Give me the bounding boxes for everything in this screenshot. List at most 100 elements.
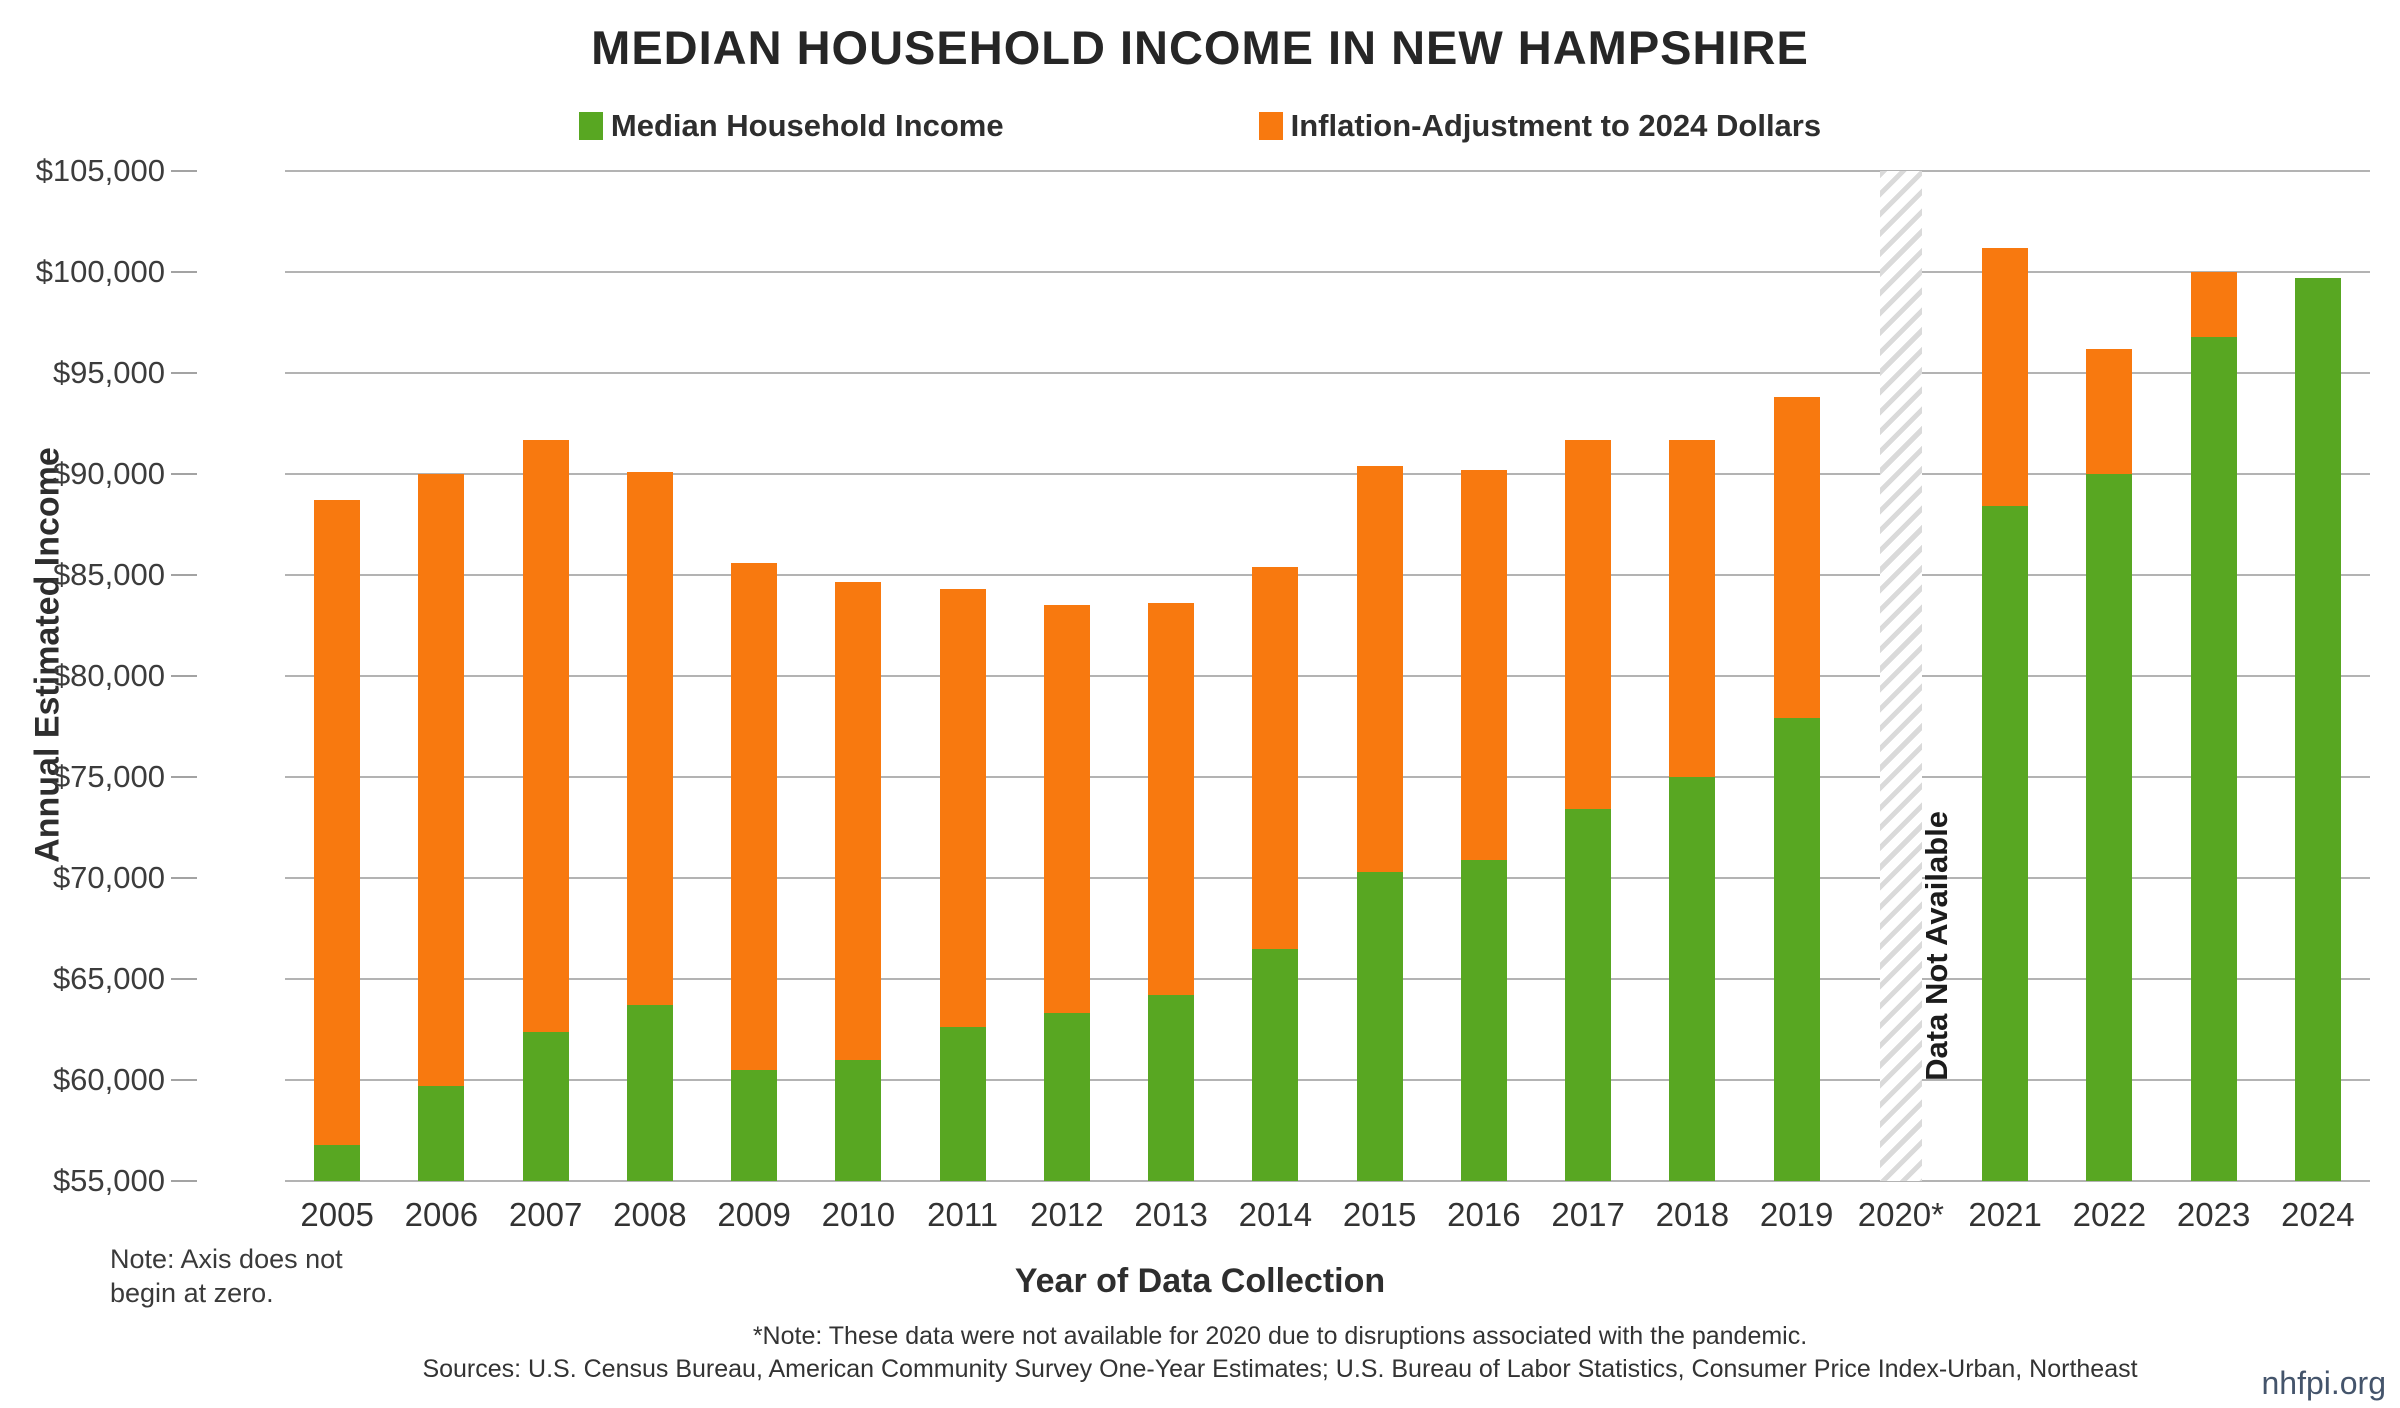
y-tick-mark	[171, 675, 197, 677]
y-tick-mark	[171, 1079, 197, 1081]
x-tick-label-2010: 2010	[821, 1196, 896, 1233]
y-tick-mark	[171, 877, 197, 879]
y-tick-mark	[171, 170, 197, 172]
y-axis: $105,000 $100,000 $95,000 $90,000 $85,000 $80…	[0, 153, 285, 1198]
gridline	[285, 675, 2370, 677]
x-tick-label-2009: 2009	[717, 1196, 791, 1233]
gridline	[285, 574, 2370, 576]
bar-inflation-adjustment-2021	[1982, 247, 2029, 507]
bar-inflation-adjustment-2009	[731, 562, 778, 1070]
pandemic-footnote: *Note: These data were not available for…	[752, 1322, 1808, 1350]
y-tick-mark	[171, 372, 197, 374]
axis-note-line2: begin at zero.	[110, 1277, 274, 1308]
x-tick-label-2024: 2024	[2281, 1196, 2355, 1233]
data-not-available-band: Data Not Available	[1879, 171, 1954, 1181]
bar-inflation-adjustment-2013	[1148, 603, 1195, 996]
brand-link[interactable]: nhfpi.org	[2261, 1365, 2386, 1401]
plot-area: Data Not Available	[285, 170, 2370, 1182]
bar-median-income-2006	[418, 1086, 465, 1181]
bar-inflation-adjustment-2015	[1356, 465, 1403, 872]
legend-item-median-income: Median Household Income	[578, 108, 1004, 144]
bar-median-income-2005	[314, 1144, 361, 1181]
x-tick-label-2011: 2011	[927, 1196, 999, 1233]
y-tick-mark	[171, 1180, 197, 1182]
data-not-available-label: Data Not Available	[1918, 810, 1954, 1081]
footnotes: *Note: These data were not available for…	[160, 1320, 2400, 1385]
y-tick-mark	[171, 978, 197, 980]
bar-inflation-adjustment-2016	[1460, 469, 1507, 860]
bar-inflation-adjustment-2005	[314, 500, 361, 1145]
x-tick-label-2014: 2014	[1238, 1196, 1313, 1233]
x-tick-label-2018: 2018	[1655, 1196, 1730, 1233]
bar-median-income-2010	[835, 1059, 882, 1181]
x-tick-label-2023: 2023	[2176, 1196, 2251, 1233]
bar-median-income-2016	[1460, 859, 1507, 1181]
x-tick-label-2016: 2016	[1447, 1196, 1521, 1233]
x-tick-label-2012: 2012	[1030, 1196, 1104, 1233]
bar-median-income-2011	[939, 1027, 986, 1181]
y-tick-mark	[171, 271, 197, 273]
axis-note-line1: Note: Axis does not	[110, 1244, 343, 1274]
x-tick-label-2013: 2013	[1134, 1196, 1208, 1233]
x-tick-label-2005: 2005	[300, 1196, 374, 1233]
bar-median-income-2015	[1356, 871, 1403, 1181]
x-tick-label-2015: 2015	[1342, 1196, 1417, 1233]
y-tick-mark	[171, 473, 197, 475]
y-tick-mark	[171, 574, 197, 576]
bar-inflation-adjustment-2017	[1565, 439, 1612, 810]
bar-inflation-adjustment-2007	[522, 439, 569, 1032]
bar-inflation-adjustment-2010	[835, 582, 882, 1060]
legend-swatch-green-icon	[578, 112, 603, 140]
y-tick-label: $85,000	[52, 557, 165, 592]
gridline	[285, 473, 2370, 475]
gridline	[285, 271, 2370, 273]
bar-inflation-adjustment-2008	[626, 471, 673, 1006]
bar-median-income-2017	[1565, 809, 1612, 1181]
gridline	[285, 877, 2370, 879]
x-tick-label-2007: 2007	[508, 1196, 583, 1233]
bar-median-income-2014	[1252, 948, 1299, 1181]
y-tick-label: $105,000	[35, 153, 165, 188]
y-tick-label: $65,000	[52, 961, 165, 996]
y-tick-label: $70,000	[52, 860, 165, 895]
bar-inflation-adjustment-2011	[939, 589, 986, 1028]
legend-swatch-orange-icon	[1258, 112, 1283, 140]
bar-median-income-2007	[522, 1031, 569, 1181]
legend-item-inflation-adjustment: Inflation-Adjustment to 2024 Dollars	[1258, 108, 1822, 144]
gridline	[285, 1079, 2370, 1081]
x-tick-label-2020*: 2020*	[1857, 1196, 1945, 1233]
bar-inflation-adjustment-2014	[1252, 566, 1299, 949]
bar-inflation-adjustment-2018	[1669, 439, 1716, 777]
gridline	[285, 1180, 2370, 1182]
legend-label-median-income: Median Household Income	[610, 108, 1004, 143]
bar-inflation-adjustment-2019	[1773, 397, 1820, 719]
gridline	[285, 776, 2370, 778]
legend-label-inflation-adjustment: Inflation-Adjustment to 2024 Dollars	[1290, 108, 1822, 143]
y-tick-label: $75,000	[52, 759, 165, 794]
x-tick-label-2017: 2017	[1551, 1196, 1625, 1233]
x-tick-label-2008: 2008	[613, 1196, 687, 1233]
bar-median-income-2012	[1043, 1013, 1090, 1181]
bar-median-income-2018	[1669, 777, 1716, 1181]
x-tick-label-2006: 2006	[404, 1196, 479, 1233]
bar-median-income-2024	[2294, 278, 2341, 1181]
x-tick-label-2021: 2021	[1968, 1196, 2042, 1233]
x-tick-label-2019: 2019	[1759, 1196, 1834, 1233]
y-tick-label: $80,000	[52, 658, 165, 693]
x-tick-label-2022: 2022	[2072, 1196, 2147, 1233]
bar-inflation-adjustment-2006	[418, 474, 465, 1087]
gridline	[285, 170, 2370, 172]
bar-median-income-2008	[626, 1005, 673, 1181]
y-tick-label: $60,000	[52, 1062, 165, 1097]
gridline	[285, 978, 2370, 980]
y-tick-label: $95,000	[52, 355, 165, 390]
y-tick-label: $100,000	[35, 254, 165, 289]
y-tick-label: $90,000	[52, 456, 165, 491]
bar-inflation-adjustment-2012	[1043, 605, 1090, 1014]
y-tick-label: $55,000	[52, 1163, 165, 1198]
bar-inflation-adjustment-2022	[2086, 348, 2133, 474]
x-axis-title: Year of Data Collection	[1014, 1262, 1386, 1300]
sources-note: Sources: U.S. Census Bureau, American Co…	[422, 1354, 2138, 1383]
gridline	[285, 372, 2370, 374]
